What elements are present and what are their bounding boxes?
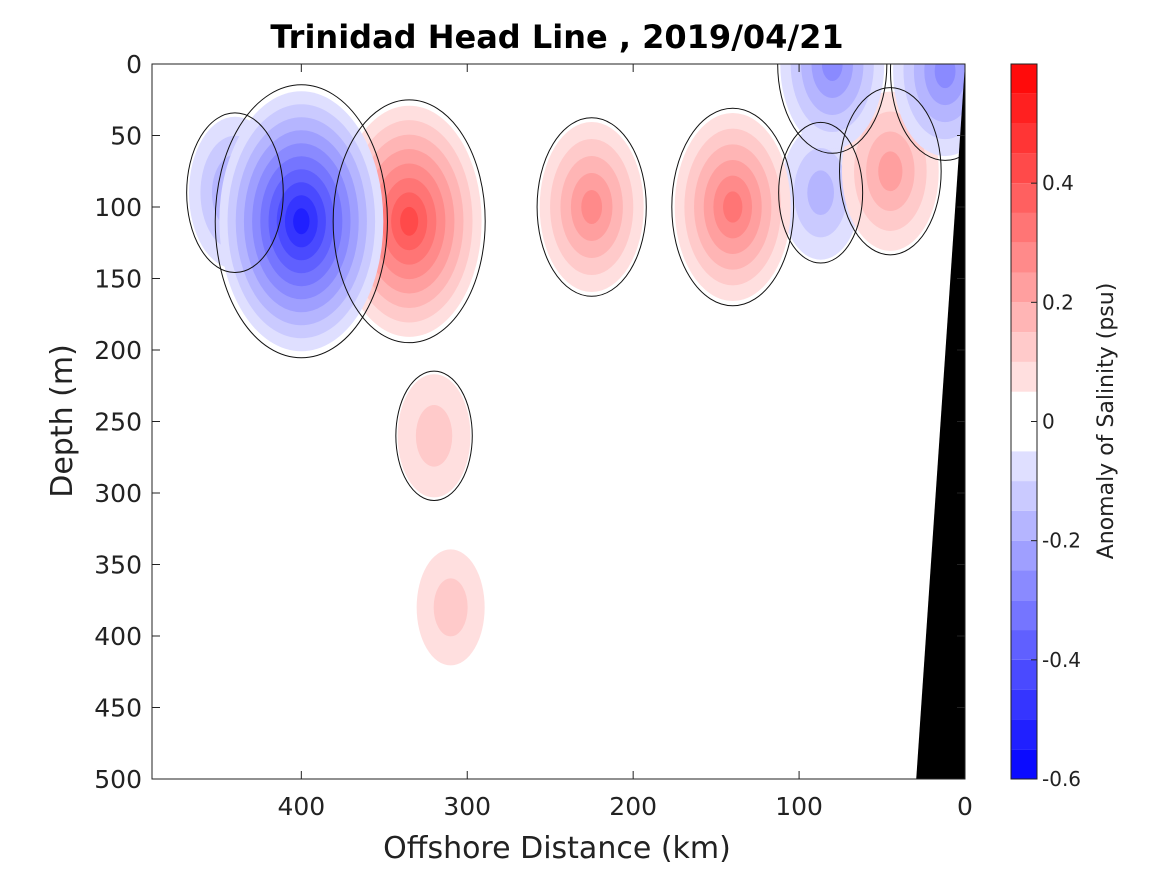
colorbar-swatch xyxy=(1011,570,1037,601)
colorbar-swatch xyxy=(1011,689,1037,720)
anomaly-field xyxy=(188,64,965,666)
anomaly-feature xyxy=(780,125,861,260)
anomaly-band xyxy=(878,151,903,192)
x-axis: 400 300 200 100 0 xyxy=(277,64,973,821)
anomaly-feature xyxy=(539,122,644,292)
zero-contour xyxy=(671,107,795,307)
y-tick-label: 350 xyxy=(94,551,142,580)
colorbar-swatch xyxy=(1011,749,1037,779)
y-tick-label: 400 xyxy=(94,622,142,651)
colorbar-tick-label: -0.4 xyxy=(1042,648,1081,672)
x-axis-label: Offshore Distance (km) xyxy=(383,831,731,866)
colorbar-swatch xyxy=(1011,391,1037,422)
colorbar-swatch xyxy=(1011,332,1037,362)
anomaly-band xyxy=(807,170,834,216)
anomaly-band xyxy=(934,64,956,89)
colorbar-swatch xyxy=(1011,123,1037,154)
colorbar-swatch xyxy=(1011,719,1037,750)
colorbar-label: Anomaly of Salinity (psu) xyxy=(1094,283,1119,560)
colorbar-swatch xyxy=(1011,600,1037,631)
zero-contour xyxy=(778,121,864,264)
anomaly-band xyxy=(415,405,453,467)
anomaly-band xyxy=(400,206,419,236)
anomaly-feature xyxy=(416,549,485,666)
x-tick-label: 300 xyxy=(443,792,491,821)
y-tick-label: 200 xyxy=(94,336,142,365)
colorbar-swatch xyxy=(1011,510,1037,541)
anomaly-feature xyxy=(674,113,791,301)
colorbar-swatch xyxy=(1011,93,1037,124)
anomaly-band xyxy=(293,208,310,235)
colorbar-tick-label: -0.6 xyxy=(1042,767,1081,791)
chart-title: Trinidad Head Line , 2019/04/21 xyxy=(270,18,843,56)
anomaly-band xyxy=(723,191,743,223)
y-tick-label: 500 xyxy=(94,765,142,794)
anomaly-feature xyxy=(841,91,939,251)
y-tick-label: 250 xyxy=(94,408,142,437)
anomaly-feature xyxy=(219,91,384,352)
colorbar-swatch xyxy=(1011,64,1037,94)
zero-contour xyxy=(214,84,388,359)
anomaly-band xyxy=(821,64,843,81)
colorbar-ticks: 0.4 0.2 0 -0.2 -0.4 -0.6 xyxy=(1031,171,1081,791)
zero-contour xyxy=(395,370,473,501)
colorbar-swatch xyxy=(1011,451,1037,482)
colorbar-swatch xyxy=(1011,659,1037,690)
colorbar-swatch xyxy=(1011,272,1037,303)
colorbar-swatch xyxy=(1011,361,1037,392)
colorbar-swatch xyxy=(1011,421,1037,452)
y-tick-label: 50 xyxy=(110,122,142,151)
colorbar-tick-label: 0.4 xyxy=(1042,171,1074,195)
zero-contour xyxy=(186,112,284,273)
x-tick-label: 100 xyxy=(775,792,823,821)
zero-contour xyxy=(839,87,942,256)
zero-contour-lines xyxy=(186,64,965,501)
anomaly-band xyxy=(581,190,603,224)
zero-contour xyxy=(890,64,965,161)
colorbar-swatches xyxy=(1011,64,1037,779)
colorbar-swatch xyxy=(1011,153,1037,184)
colorbar-swatch xyxy=(1011,302,1037,333)
y-axis: 0 50 100 150 200 250 300 350 400 450 500 xyxy=(94,50,965,794)
colorbar-swatch xyxy=(1011,212,1037,243)
colorbar-swatch xyxy=(1011,183,1037,213)
anomaly-band xyxy=(433,578,468,637)
x-tick-label: 200 xyxy=(609,792,657,821)
colorbar-swatch xyxy=(1011,242,1037,273)
y-axis-label: Depth (m) xyxy=(45,344,80,498)
plot-area: 400 300 200 100 0 0 50 100 150 200 250 300 350 400 45… xyxy=(94,50,973,821)
y-tick-label: 100 xyxy=(94,193,142,222)
zero-contour xyxy=(777,64,888,154)
zero-contour xyxy=(536,117,647,297)
y-tick-label: 300 xyxy=(94,479,142,508)
colorbar-tick-label: -0.2 xyxy=(1042,529,1081,553)
zero-contour xyxy=(332,99,486,344)
anomaly-feature xyxy=(780,64,885,149)
colorbar: 0.4 0.2 0 -0.2 -0.4 -0.6 xyxy=(1010,63,1081,791)
anomaly-feature xyxy=(397,374,471,498)
y-tick-label: 150 xyxy=(94,265,142,294)
y-tick-label: 0 xyxy=(126,50,142,79)
y-tick-label: 450 xyxy=(94,694,142,723)
colorbar-tick-label: 0 xyxy=(1042,410,1055,434)
anomaly-feature xyxy=(893,64,965,157)
colorbar-swatch xyxy=(1011,481,1037,511)
colorbar-tick-label: 0.2 xyxy=(1042,290,1074,314)
colorbar-swatch xyxy=(1011,540,1037,571)
x-tick-label: 0 xyxy=(957,792,973,821)
x-tick-label: 400 xyxy=(277,792,325,821)
colorbar-swatch xyxy=(1011,630,1037,660)
seafloor-bathymetry xyxy=(916,64,965,779)
